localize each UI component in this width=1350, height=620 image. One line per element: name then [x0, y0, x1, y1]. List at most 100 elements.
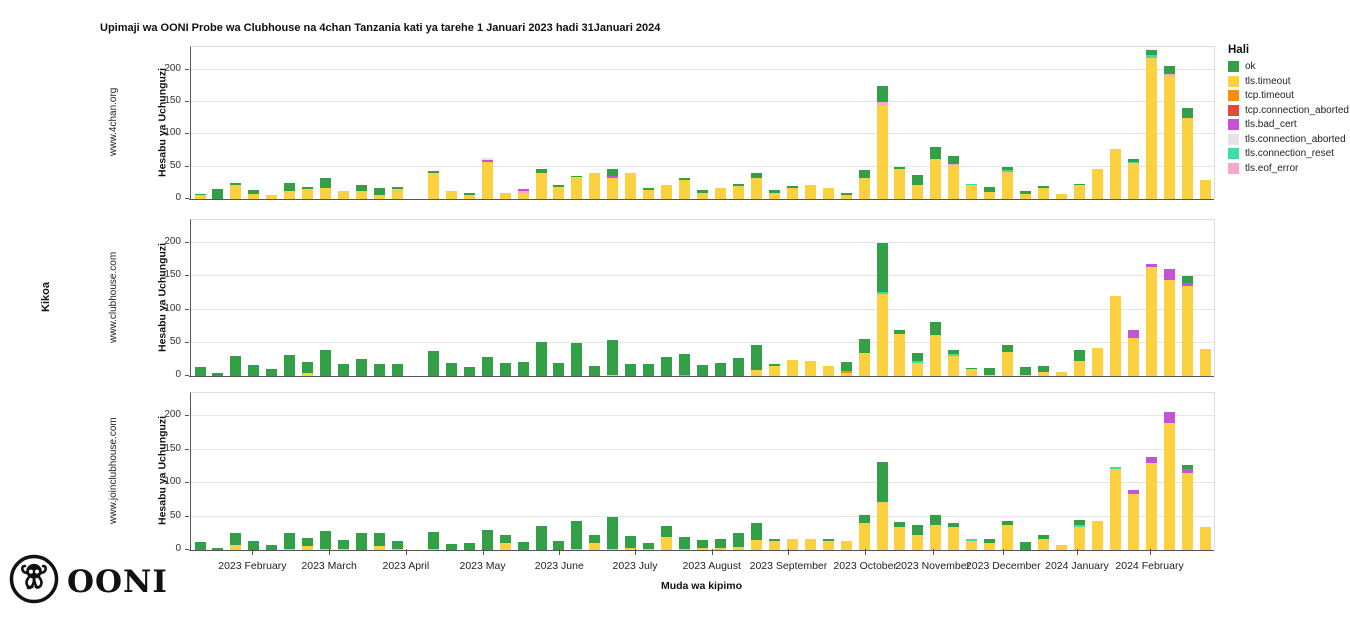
bar-segment-tls-timeout [1163, 423, 1175, 550]
bar-segment-ok [230, 182, 242, 185]
bar-segment-ok [356, 358, 367, 376]
bar [302, 538, 314, 550]
bar-segment-tls-bad_cert [1127, 489, 1139, 494]
bar-segment-tls-connection_reset [948, 354, 960, 357]
bar [1145, 457, 1157, 550]
bar [607, 340, 619, 376]
ooni-wordmark: OONI [67, 563, 168, 600]
bar-segment-tls-timeout [517, 192, 529, 199]
bar-segment-tls-timeout [499, 192, 511, 199]
bar [302, 362, 314, 376]
bar-segment-ok [625, 536, 637, 548]
bar [463, 367, 475, 376]
bar-segment-tls-timeout [679, 548, 691, 550]
bar-segment-ok [840, 192, 852, 195]
bar [643, 188, 655, 199]
bar [804, 360, 816, 376]
y-tick-label: 50 [169, 159, 181, 171]
bar-segment-tls-bad_cert [1145, 457, 1157, 464]
bar-segment-ok [894, 330, 906, 335]
panel-baseline [189, 198, 1214, 200]
bar [912, 174, 924, 199]
bar [553, 540, 565, 550]
bar-segment-tls-timeout [1199, 527, 1211, 550]
bar-segment-ok [284, 354, 296, 376]
bar [1199, 179, 1211, 199]
bar-segment-ok [481, 530, 493, 550]
bar [876, 461, 888, 550]
y-tick-mark [185, 100, 189, 102]
bar [984, 539, 996, 550]
bar-segment-ok [1002, 344, 1014, 353]
bar-segment-tls-timeout [768, 193, 780, 199]
bar [1055, 372, 1067, 376]
legend-label: tls.timeout [1245, 75, 1291, 87]
bar [840, 540, 852, 550]
bar [1109, 148, 1121, 199]
gridline [191, 242, 1214, 244]
gridline [191, 482, 1214, 484]
bar-segment-tls-timeout [1199, 179, 1211, 199]
bar-segment-ok [732, 533, 744, 547]
y-tick-label: 100 [164, 476, 181, 488]
bar [1002, 521, 1014, 550]
bar [984, 187, 996, 199]
bar-segment-tls-timeout [338, 190, 350, 199]
bar-segment-ok [607, 169, 619, 177]
month-tick [1076, 549, 1078, 555]
gridline [191, 68, 1214, 70]
month-tick [865, 549, 867, 555]
bar [894, 167, 906, 199]
bar [607, 516, 619, 550]
bar [463, 542, 475, 550]
bar [248, 540, 260, 550]
bar-segment-ok [948, 523, 960, 528]
month-label: 2023 July [612, 560, 658, 572]
bar [1020, 542, 1032, 550]
bar [373, 188, 385, 199]
y-tick-label: 0 [175, 369, 181, 380]
y-tick-label: 150 [164, 442, 181, 454]
bar-segment-ok [302, 186, 314, 190]
bar-segment-tls-timeout [984, 374, 996, 376]
bar-segment-tls-timeout [284, 548, 296, 550]
y-tick-mark [185, 549, 189, 550]
bar [1163, 268, 1175, 376]
bar-segment-ok [445, 362, 457, 376]
bar-segment-ok [571, 175, 583, 177]
gridline [191, 100, 1214, 102]
bar [894, 330, 906, 376]
bar [427, 532, 439, 550]
bar-segment-ok [302, 538, 314, 546]
bar [1163, 66, 1175, 199]
bar-segment-ok [625, 364, 637, 376]
bar-segment-tls-connection_reset [1145, 55, 1157, 58]
bar-segment-tls-timeout [1020, 374, 1032, 376]
legend-entry: tls.timeout [1228, 75, 1349, 87]
month-tick [932, 549, 934, 555]
bar [338, 540, 350, 550]
bar-segment-ok [643, 364, 655, 376]
bar-segment-ok [463, 193, 475, 195]
bar [625, 172, 637, 199]
bar-segment-tls-timeout [948, 527, 960, 550]
bar [481, 530, 493, 550]
bar-segment-tls-timeout [1163, 280, 1175, 376]
bar [894, 521, 906, 550]
bar-segment-ok [1181, 464, 1193, 469]
bar [1038, 366, 1049, 376]
bar [876, 85, 888, 199]
month-label: 2023 April [382, 560, 430, 572]
bar-segment-tls-connection_reset [966, 539, 978, 541]
bar [230, 533, 242, 550]
bar-segment-ok [679, 354, 691, 375]
bar [1127, 158, 1139, 199]
facet-panel [189, 219, 1215, 377]
bar-segment-ok [1163, 66, 1175, 75]
legend-title: Hali [1228, 44, 1250, 56]
bar-segment-ok [212, 188, 224, 199]
bar-segment-ok [248, 189, 260, 194]
bar [212, 372, 224, 376]
bar [1091, 520, 1103, 550]
bar [212, 188, 224, 199]
